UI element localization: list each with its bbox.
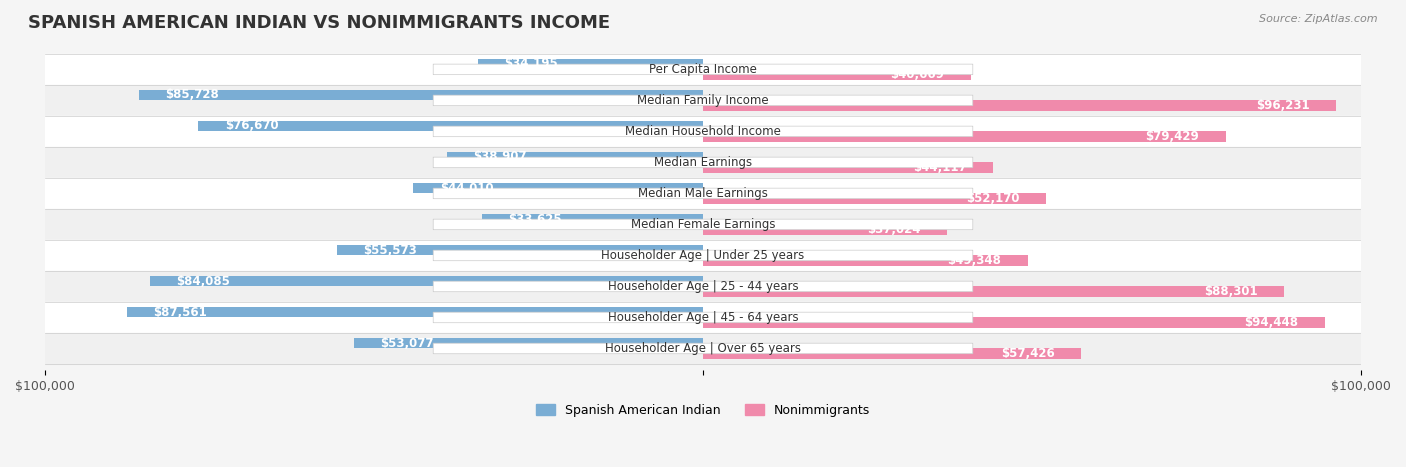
Bar [703,193,1046,204]
Bar [45,240,1361,271]
Bar [478,58,703,70]
Text: $34,195: $34,195 [505,57,558,71]
FancyBboxPatch shape [433,219,973,230]
Text: Householder Age | 25 - 44 years: Householder Age | 25 - 44 years [607,280,799,293]
FancyBboxPatch shape [433,64,973,75]
Bar [45,209,1361,240]
Bar [45,147,1361,178]
FancyBboxPatch shape [433,157,973,168]
Bar [703,348,1081,359]
Bar [149,276,703,286]
Text: $87,561: $87,561 [153,305,207,318]
Text: $94,448: $94,448 [1244,316,1298,329]
Text: $37,024: $37,024 [868,223,921,236]
Text: $38,907: $38,907 [474,150,527,163]
Bar [198,120,703,131]
Text: $53,077: $53,077 [380,337,433,349]
FancyBboxPatch shape [433,281,973,292]
Text: $88,301: $88,301 [1204,285,1258,298]
Bar [45,271,1361,302]
Bar [45,302,1361,333]
Text: Source: ZipAtlas.com: Source: ZipAtlas.com [1260,14,1378,24]
Bar [45,116,1361,147]
Bar [127,307,703,318]
Bar [703,286,1284,297]
Text: Per Capita Income: Per Capita Income [650,63,756,76]
Text: $49,348: $49,348 [948,255,1001,268]
Bar [45,333,1361,364]
Bar [482,213,703,225]
Text: Householder Age | Under 25 years: Householder Age | Under 25 years [602,249,804,262]
Text: SPANISH AMERICAN INDIAN VS NONIMMIGRANTS INCOME: SPANISH AMERICAN INDIAN VS NONIMMIGRANTS… [28,14,610,32]
Bar [354,338,703,348]
Text: Median Household Income: Median Household Income [626,125,780,138]
FancyBboxPatch shape [433,312,973,323]
Legend: Spanish American Indian, Nonimmigrants: Spanish American Indian, Nonimmigrants [531,399,875,422]
Text: Householder Age | Over 65 years: Householder Age | Over 65 years [605,342,801,355]
Text: $55,573: $55,573 [364,243,418,256]
Bar [703,100,1336,111]
Bar [139,90,703,100]
Text: Median Earnings: Median Earnings [654,156,752,169]
Text: $79,429: $79,429 [1146,130,1199,143]
Bar [703,163,993,173]
Text: $96,231: $96,231 [1257,99,1310,113]
Text: Median Family Income: Median Family Income [637,94,769,107]
Text: Householder Age | 45 - 64 years: Householder Age | 45 - 64 years [607,311,799,324]
Text: $44,117: $44,117 [914,161,967,174]
Text: Median Female Earnings: Median Female Earnings [631,218,775,231]
Bar [703,225,946,235]
Bar [337,245,703,255]
Bar [447,152,703,163]
FancyBboxPatch shape [433,343,973,354]
Text: $52,170: $52,170 [966,192,1019,205]
Bar [703,318,1324,328]
Text: $84,085: $84,085 [176,275,229,288]
Text: $57,426: $57,426 [1001,347,1054,361]
Bar [45,178,1361,209]
FancyBboxPatch shape [433,188,973,198]
FancyBboxPatch shape [433,250,973,261]
Text: $44,010: $44,010 [440,182,494,194]
Bar [45,54,1361,85]
Text: $76,670: $76,670 [225,120,278,133]
Text: $85,728: $85,728 [165,88,219,101]
Bar [703,255,1028,266]
Text: $40,669: $40,669 [890,68,945,81]
Bar [703,70,970,80]
Text: Median Male Earnings: Median Male Earnings [638,187,768,200]
FancyBboxPatch shape [433,126,973,137]
Bar [413,183,703,193]
Bar [45,85,1361,116]
Bar [703,131,1226,142]
FancyBboxPatch shape [433,95,973,106]
Text: $33,625: $33,625 [508,212,561,226]
